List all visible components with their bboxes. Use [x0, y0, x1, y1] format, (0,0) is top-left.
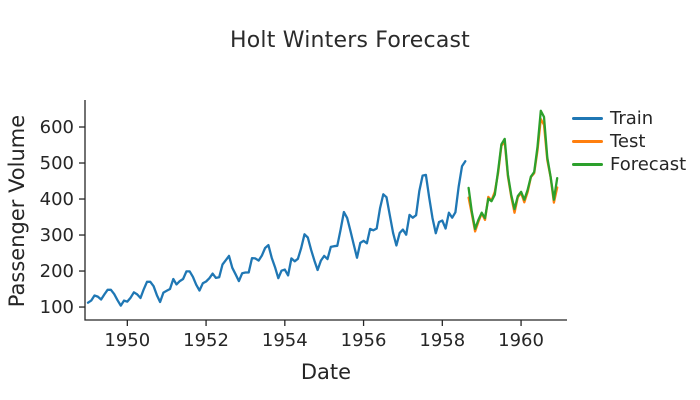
- x-axis-label: Date: [300, 360, 352, 384]
- y-tick-label: 200: [40, 261, 74, 282]
- y-tick-label: 600: [40, 117, 74, 138]
- test-line-swatch: [572, 140, 603, 143]
- legend: Train Test Forecast: [572, 107, 686, 176]
- y-tick-label: 300: [40, 225, 74, 246]
- forecast-line-swatch: [572, 163, 603, 166]
- x-tick-label: 1958: [419, 330, 465, 351]
- y-tick-label: 400: [40, 189, 74, 210]
- axis-spines: [84, 100, 567, 321]
- legend-item-test: Test: [572, 130, 686, 153]
- chart-title: Holt Winters Forecast: [229, 28, 470, 53]
- series-line-forecast: [467, 109, 559, 231]
- x-tick-label: 1950: [104, 330, 150, 351]
- series-line-train: [86, 160, 467, 307]
- legend-label-test: Test: [610, 131, 646, 152]
- y-tick-label: 100: [40, 297, 74, 318]
- train-line-swatch: [572, 117, 603, 120]
- x-tick-label: 1952: [183, 330, 229, 351]
- x-tick-label: 1960: [498, 330, 544, 351]
- legend-item-forecast: Forecast: [572, 153, 686, 176]
- legend-label-forecast: Forecast: [610, 154, 687, 175]
- x-tick-label: 1954: [262, 330, 308, 351]
- legend-item-train: Train: [572, 107, 686, 130]
- y-tick-label: 500: [40, 153, 74, 174]
- legend-label-train: Train: [610, 108, 654, 129]
- x-tick-label: 1956: [341, 330, 387, 351]
